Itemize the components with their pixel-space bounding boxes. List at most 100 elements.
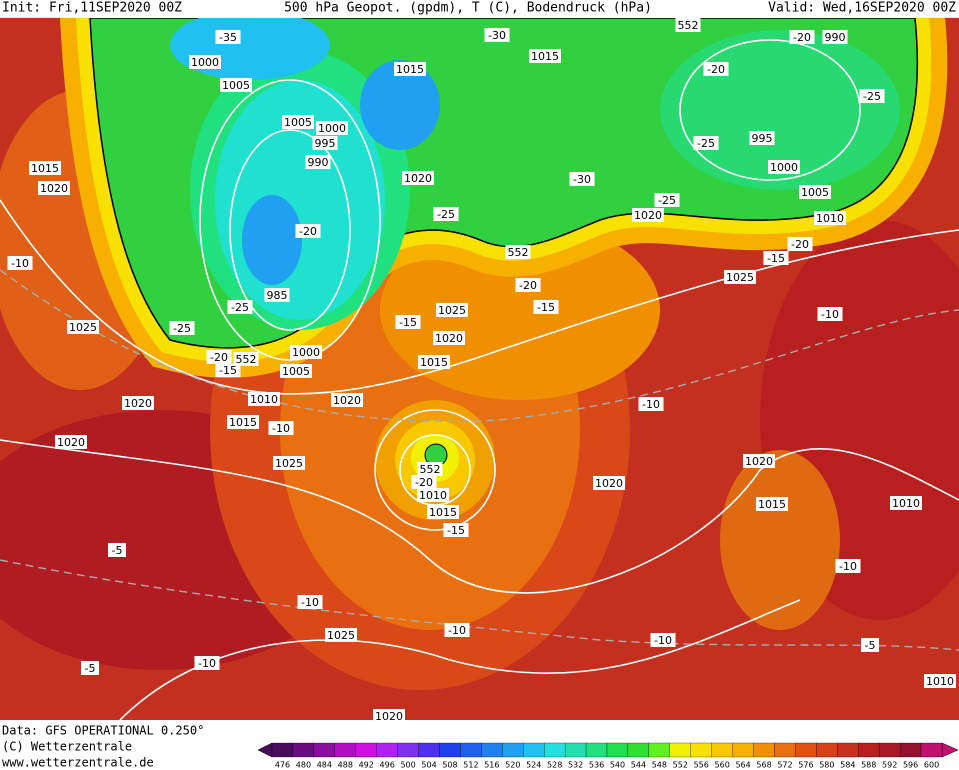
map-label: -10 <box>198 657 216 670</box>
colorbar-cell <box>606 742 629 758</box>
colorbar-cell <box>669 742 691 758</box>
map-label: -35 <box>219 31 237 44</box>
label-box <box>427 505 459 519</box>
map-label: 1020 <box>435 332 463 345</box>
map-label: 1020 <box>404 172 432 185</box>
shade <box>360 60 440 150</box>
label-box <box>433 331 465 345</box>
map-label: 995 <box>315 137 336 150</box>
colorbar-label: 536 <box>589 761 604 770</box>
label-box <box>789 30 815 44</box>
colorbar-label: 496 <box>380 761 395 770</box>
label-box <box>206 350 232 364</box>
label-box <box>215 363 241 377</box>
map-label: 1000 <box>770 161 798 174</box>
label-box <box>29 161 61 175</box>
label-box <box>817 307 843 321</box>
map-label: 990 <box>825 31 846 44</box>
label-box <box>787 237 813 251</box>
map-label: 552 <box>678 19 699 32</box>
colorbar-label: 600 <box>924 761 939 770</box>
map-label: 1020 <box>124 397 152 410</box>
label-box <box>305 155 331 169</box>
colorbar-label: 572 <box>777 761 792 770</box>
label-box <box>373 709 405 720</box>
colorbar-label: 568 <box>756 761 771 770</box>
colorbar-cell <box>795 742 817 758</box>
colorbar-cell <box>690 742 712 758</box>
colorbar-label: 552 <box>673 761 688 770</box>
colorbar-cell <box>355 742 377 758</box>
colorbar-label: 544 <box>631 761 646 770</box>
label-box <box>268 421 294 435</box>
map-label: -5 <box>865 639 876 652</box>
map-label: 1015 <box>420 356 448 369</box>
label-box <box>194 656 220 670</box>
map-label: -10 <box>272 422 290 435</box>
map-label: -30 <box>573 173 591 186</box>
label-box <box>227 415 259 429</box>
label-box <box>325 628 357 642</box>
label-box <box>280 364 312 378</box>
map-label: 1000 <box>318 122 346 135</box>
colorbar-cell <box>648 742 670 758</box>
label-box <box>859 89 885 103</box>
label-box <box>924 674 956 688</box>
colorbar-cell <box>544 742 566 758</box>
isobar <box>0 439 959 594</box>
colorbar-label: 540 <box>610 761 625 770</box>
label-box <box>312 136 338 150</box>
init-time: Init: Fri,11SEP2020 00Z <box>2 1 182 16</box>
map-label: 1020 <box>745 455 773 468</box>
colorbar-label: 560 <box>715 761 730 770</box>
colorbar-cell <box>292 742 315 758</box>
label-box <box>38 181 70 195</box>
label-box <box>282 115 314 129</box>
map-label: -15 <box>767 252 785 265</box>
label-box <box>122 396 154 410</box>
label-box <box>822 30 848 44</box>
colorbar-label: 488 <box>338 761 353 770</box>
label-box <box>248 392 280 406</box>
shade <box>720 450 840 630</box>
isobar <box>679 39 861 181</box>
label-box <box>402 171 434 185</box>
colorbar-label: 512 <box>463 761 478 770</box>
label-box <box>632 208 664 222</box>
map-label: 1010 <box>250 393 278 406</box>
map-label: -10 <box>654 634 672 647</box>
colorbar-cell <box>397 742 419 758</box>
map-label: 990 <box>308 156 329 169</box>
label-box <box>220 78 252 92</box>
colorbar-cell <box>774 742 796 758</box>
label-box <box>749 131 775 145</box>
colorbar-arrow-right <box>941 742 959 758</box>
colorbar-label: 504 <box>421 761 436 770</box>
label-box <box>394 62 426 76</box>
map-label: 1005 <box>222 79 250 92</box>
map-label: -20 <box>210 351 228 364</box>
label-box <box>290 345 322 359</box>
map-label: -15 <box>537 301 555 314</box>
colorbar-cell <box>920 742 943 758</box>
colorbar-label: 584 <box>840 761 855 770</box>
colorbar-cell <box>753 742 775 758</box>
colorbar-label: 528 <box>547 761 562 770</box>
label-box <box>505 245 531 259</box>
map-label: 1025 <box>275 457 303 470</box>
map-label: 1020 <box>595 477 623 490</box>
label-box <box>569 172 595 186</box>
colorbar-cell <box>460 742 482 758</box>
colorbar-label: 500 <box>400 761 415 770</box>
label-box <box>433 207 459 221</box>
label-box <box>418 355 450 369</box>
valid-time: Valid: Wed,16SEP2020 00Z <box>768 1 956 16</box>
map-label: 1025 <box>327 629 355 642</box>
map-label: -20 <box>519 279 537 292</box>
label-box <box>55 435 87 449</box>
label-box <box>108 543 126 557</box>
colorbar-cell <box>816 742 838 758</box>
map-label: 1000 <box>191 56 219 69</box>
label-box <box>654 193 680 207</box>
colorbar-label: 532 <box>568 761 583 770</box>
